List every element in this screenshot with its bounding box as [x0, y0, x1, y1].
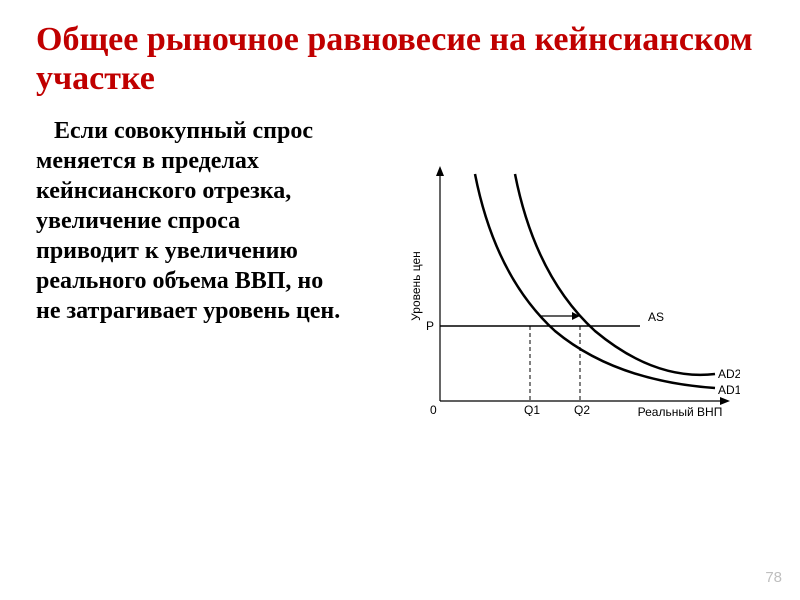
ad1-label: AD1 — [718, 383, 740, 397]
equilibrium-chart: Уровень цен Реальный ВНП 0 AS P AD1 AD2 — [380, 156, 740, 416]
page-number: 78 — [765, 569, 782, 586]
body-paragraph: Если совокупный спрос меняется в предела… — [36, 116, 346, 416]
x-axis-label: Реальный ВНП — [638, 405, 723, 416]
y-axis-label: Уровень цен — [409, 251, 423, 321]
origin-label: 0 — [430, 403, 437, 416]
slide-title: Общее рыночное равновесие на кейнсианско… — [36, 20, 764, 98]
chart-container: Уровень цен Реальный ВНП 0 AS P AD1 AD2 — [356, 116, 764, 416]
axes — [436, 166, 730, 405]
p-label: P — [426, 319, 434, 333]
shift-arrow — [540, 312, 580, 320]
q2-label: Q2 — [574, 403, 590, 416]
ad2-label: AD2 — [718, 367, 740, 381]
content-row: Если совокупный спрос меняется в предела… — [36, 116, 764, 416]
as-label: AS — [648, 310, 664, 324]
ad2-curve — [515, 174, 715, 375]
q1-label: Q1 — [524, 403, 540, 416]
slide: Общее рыночное равновесие на кейнсианско… — [0, 0, 800, 600]
ad1-curve — [475, 174, 715, 388]
